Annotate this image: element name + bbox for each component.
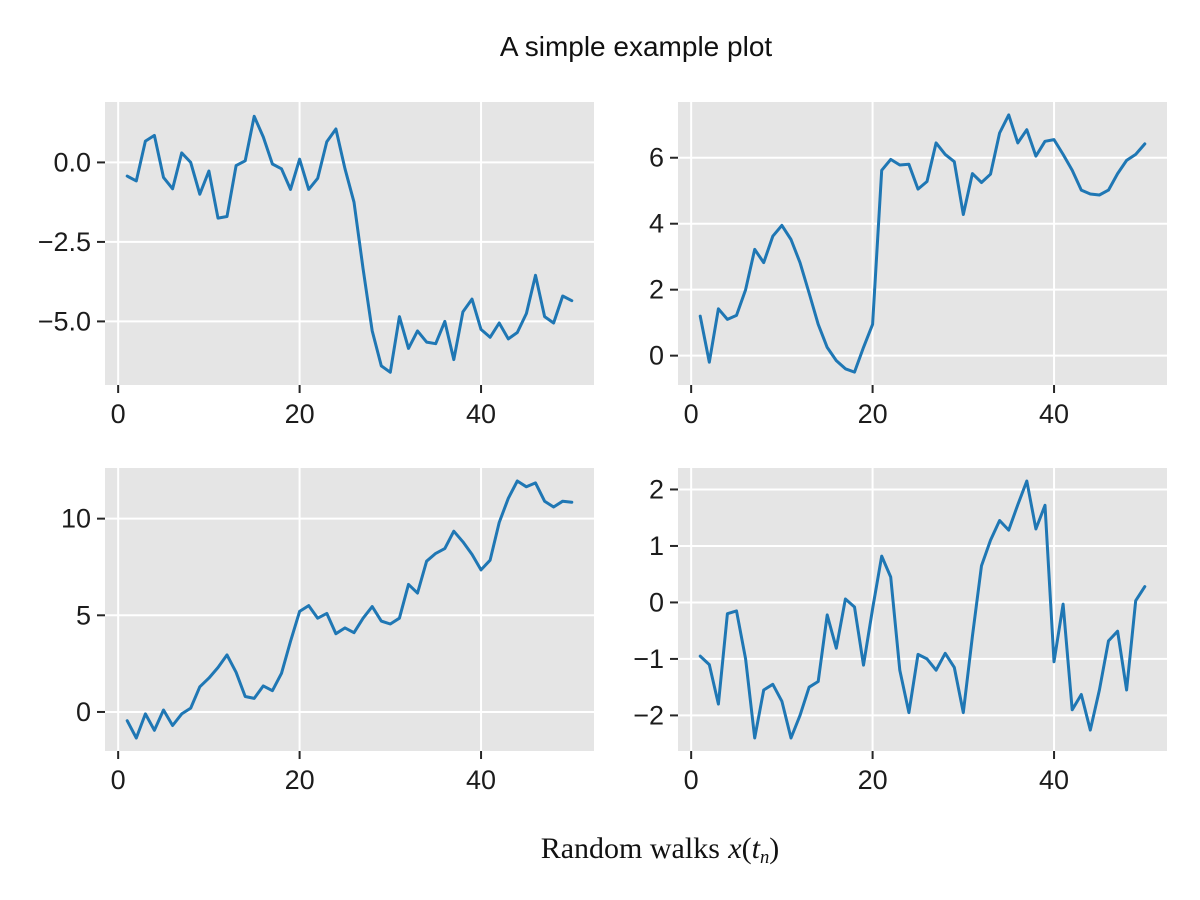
xlabel-text: Random walks — [540, 832, 720, 865]
y-tick-label: 2 — [649, 474, 664, 504]
xlabel-math-x: x — [728, 832, 742, 865]
random-walk-line-top-right — [698, 113, 1147, 374]
y-tick-label: −2.5 — [38, 227, 91, 257]
y-tick-label: −5.0 — [38, 306, 91, 336]
random-walk-line-top-left — [125, 114, 574, 374]
x-tick-label: 0 — [684, 765, 699, 795]
y-tick-label: −1 — [633, 644, 664, 674]
xlabel-math-t: t — [751, 832, 760, 865]
y-tick-label: 5 — [76, 600, 91, 630]
x-tick-label: 40 — [1039, 765, 1069, 795]
y-tick-label: −2 — [633, 700, 664, 730]
x-tick-label: 20 — [285, 399, 315, 429]
y-tick-label: 2 — [649, 275, 664, 305]
x-tick-label: 20 — [858, 399, 888, 429]
random-walk-line-bottom-left — [125, 479, 574, 740]
y-tick-label: 0 — [649, 587, 664, 617]
y-tick-label: 0.0 — [53, 147, 91, 177]
x-tick-label: 0 — [111, 765, 126, 795]
figure-title: A simple example plot — [499, 31, 773, 62]
plot-background-top-left — [105, 102, 594, 385]
y-tick-label: 6 — [649, 143, 664, 173]
x-tick-label: 0 — [111, 399, 126, 429]
plot-background-top-right — [678, 102, 1167, 385]
xlabel-subscript-n: n — [759, 846, 770, 868]
x-tick-label: 40 — [466, 765, 496, 795]
y-tick-label: 4 — [649, 209, 664, 239]
x-tick-label: 20 — [285, 765, 315, 795]
y-tick-label: 1 — [649, 531, 664, 561]
y-tick-label: 0 — [76, 697, 91, 727]
xlabel-open-paren: ( — [741, 832, 752, 865]
figure-xlabel: Random walks x(tn) — [105, 831, 1200, 868]
x-tick-label: 40 — [466, 399, 496, 429]
x-tick-label: 20 — [858, 765, 888, 795]
y-tick-label: 10 — [61, 504, 91, 534]
x-tick-label: 40 — [1039, 399, 1069, 429]
plot-background-bottom-right — [678, 468, 1167, 751]
plot-background-bottom-left — [105, 468, 594, 751]
y-tick-label: 0 — [649, 341, 664, 371]
x-tick-label: 0 — [684, 399, 699, 429]
xlabel-close-paren: ) — [769, 832, 780, 865]
random-walk-line-bottom-right — [698, 479, 1147, 740]
